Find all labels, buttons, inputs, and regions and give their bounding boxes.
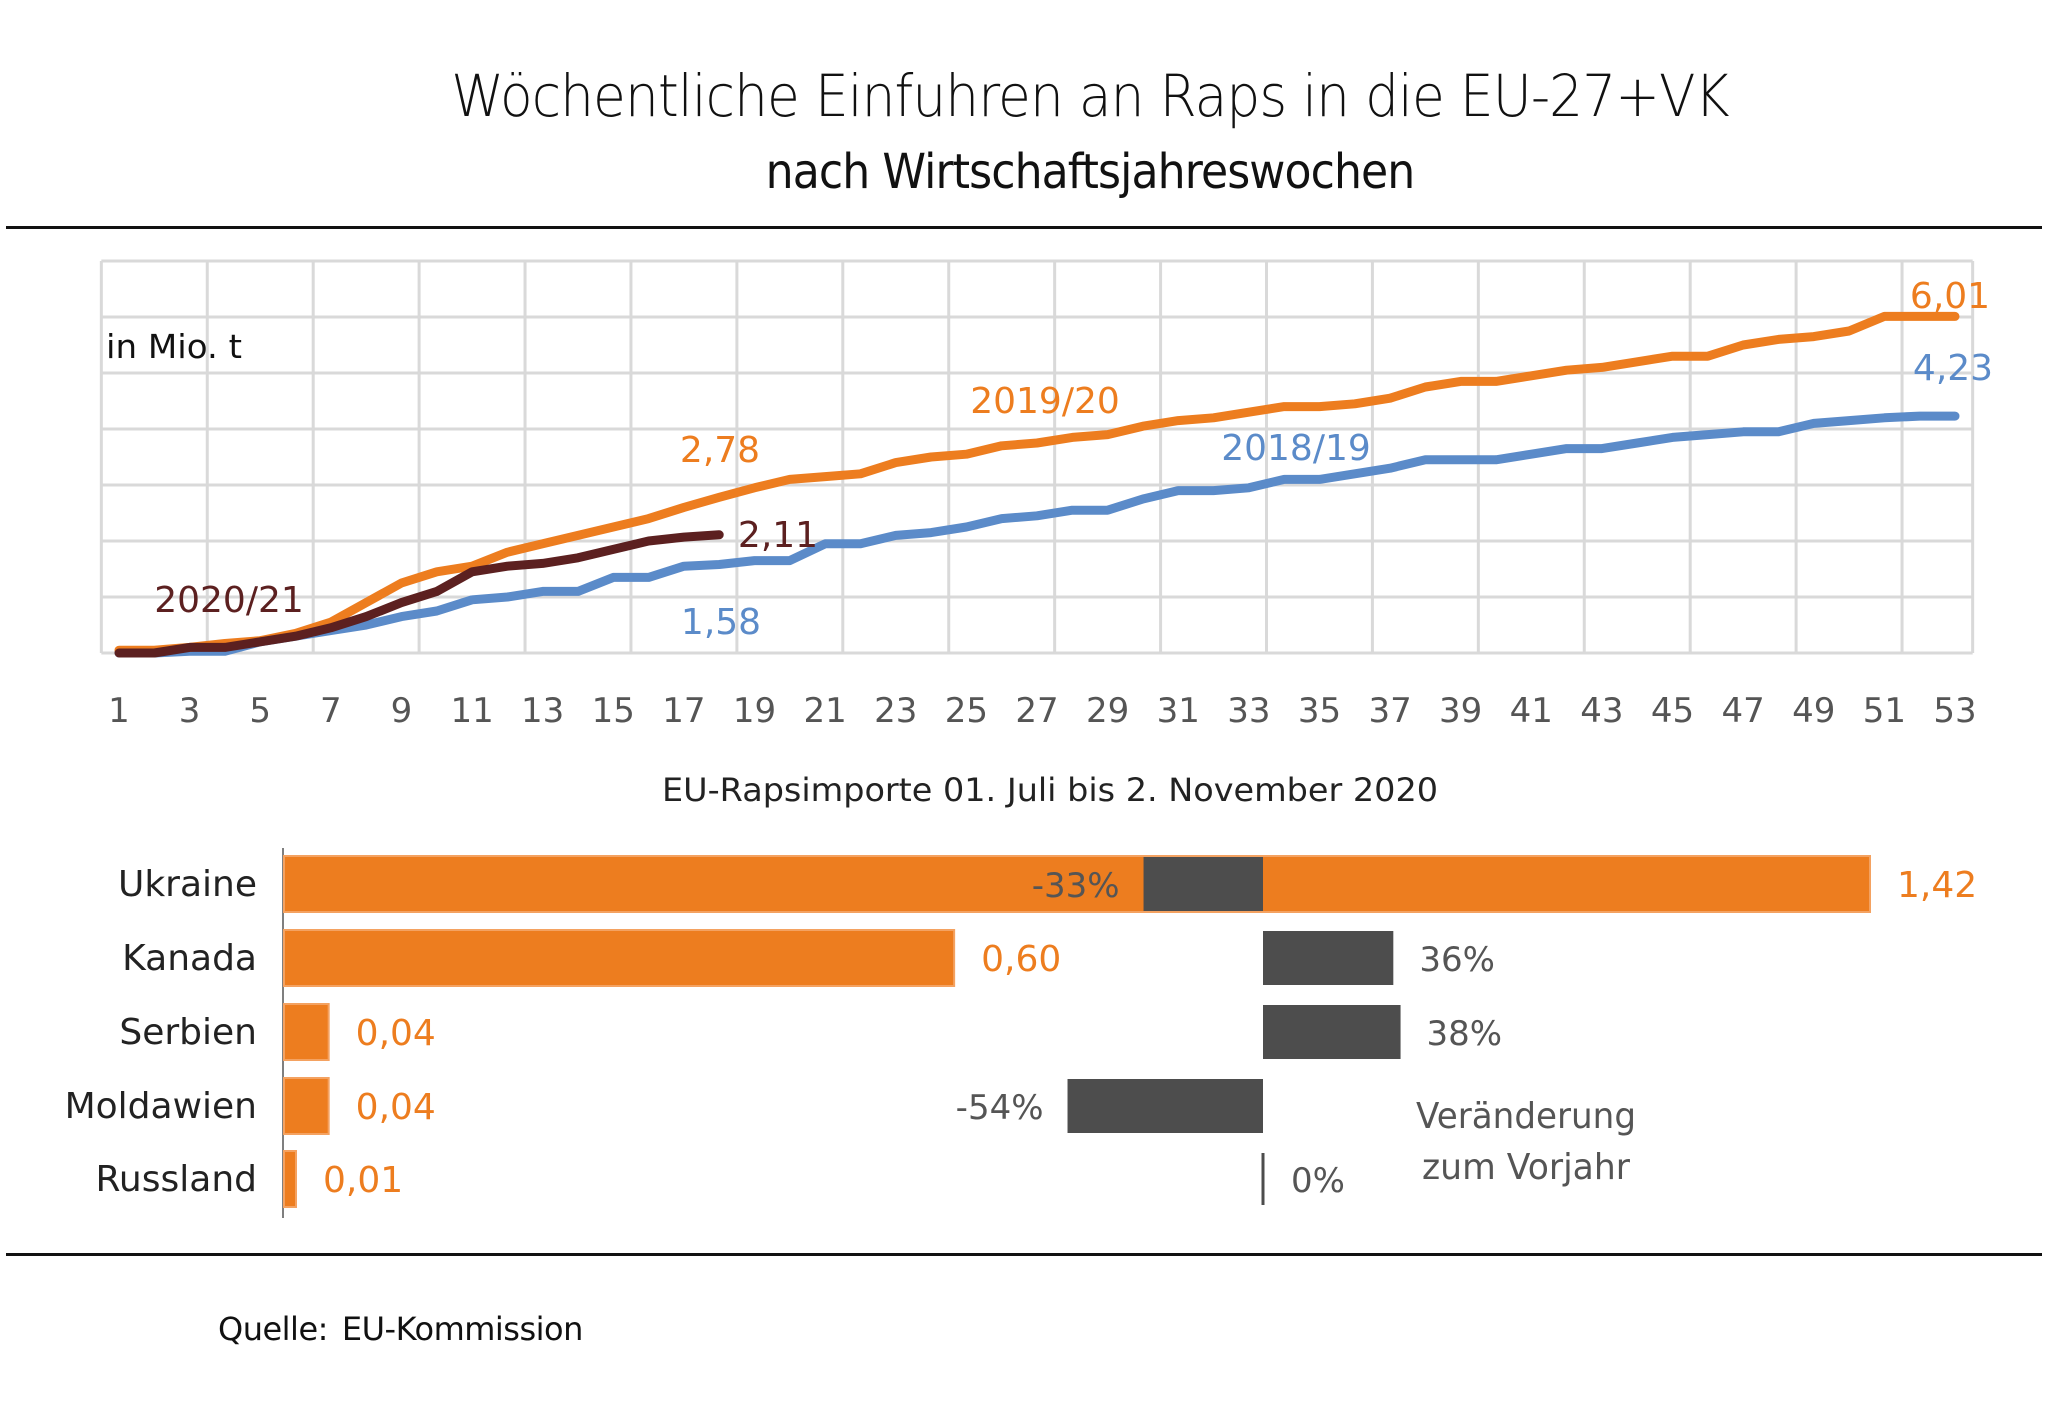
x-tick-label: 23 — [874, 691, 917, 731]
x-tick-label: 51 — [1863, 691, 1906, 731]
data-label: 6,01 — [1910, 276, 1990, 317]
change-legend-line-1: Veränderung — [1416, 1096, 1636, 1137]
x-tick-label: 37 — [1368, 691, 1411, 731]
bar-chart: Ukraine 1,42 Kanada 0,60 Serbien 0,04 Moldawie… — [65, 848, 1977, 1218]
series-line-2019-20 — [114, 311, 1960, 655]
change-value-label: -54% — [956, 1088, 1044, 1128]
import-value-label: 0,60 — [981, 939, 1061, 980]
data-label: 2,78 — [680, 430, 760, 471]
change-bar — [1263, 931, 1394, 985]
x-tick-label: 29 — [1086, 691, 1129, 731]
x-tick-label: 31 — [1157, 691, 1200, 731]
data-label: 2,11 — [738, 515, 818, 556]
x-tick-label: 13 — [521, 691, 564, 731]
import-value-label: 0,04 — [356, 1087, 436, 1128]
import-bar — [283, 855, 1871, 913]
category-label: Ukraine — [118, 864, 257, 905]
series-label: 2019/20 — [970, 381, 1120, 422]
x-tick-label: 1 — [108, 691, 130, 731]
data-label: 1,58 — [681, 602, 761, 643]
x-tick-label: 9 — [391, 691, 413, 731]
x-tick-label: 33 — [1227, 691, 1270, 731]
x-tick-label: 7 — [320, 691, 342, 731]
x-tick-label: 43 — [1580, 691, 1623, 731]
change-value-label: 36% — [1419, 940, 1495, 980]
import-value-label: 0,04 — [356, 1013, 436, 1054]
x-tick-label: 45 — [1651, 691, 1694, 731]
import-value-label: 1,42 — [1897, 865, 1977, 906]
chart-subtitle: nach Wirtschaftsjahreswochen — [765, 144, 1416, 200]
category-label: Serbien — [119, 1012, 257, 1053]
x-tick-label: 19 — [733, 691, 776, 731]
bar-chart-title: EU-Rapsimporte 01. Juli bis 2. November … — [662, 771, 1438, 809]
x-tick-label: 17 — [662, 691, 705, 731]
x-tick-label: 49 — [1792, 691, 1835, 731]
y-unit-label: in Mio. t — [106, 327, 242, 366]
x-tick-label: 11 — [450, 691, 493, 731]
x-tick-label: 25 — [945, 691, 988, 731]
x-tick-label: 5 — [249, 691, 271, 731]
import-value-label: 0,01 — [323, 1160, 403, 1201]
source-value: EU-Kommission — [341, 1310, 583, 1348]
x-tick-label: 35 — [1298, 691, 1341, 731]
import-bar — [283, 929, 956, 987]
x-tick-label: 15 — [592, 691, 635, 731]
import-bar — [283, 1150, 297, 1208]
chart-title: Wöchentliche Einfuhren an Raps in die EU… — [451, 62, 1729, 130]
series-line-2020-21 — [114, 530, 724, 658]
change-value-label: -33% — [1032, 866, 1120, 906]
x-tick-label: 27 — [1015, 691, 1058, 731]
line-chart-labels: 2,78 6,01 2019/20 1,58 4,23 2018/19 2,11 2020/2… — [154, 276, 1993, 643]
import-bar — [283, 1003, 330, 1061]
x-tick-label: 53 — [1933, 691, 1976, 731]
change-legend-line-2: zum Vorjahr — [1422, 1147, 1630, 1188]
import-bar — [283, 1077, 330, 1135]
top-divider — [6, 226, 2042, 229]
category-label: Kanada — [122, 938, 257, 979]
source-label: Quelle: — [218, 1310, 328, 1348]
category-label: Moldawien — [65, 1086, 257, 1127]
category-label: Russland — [96, 1159, 257, 1200]
bottom-divider — [6, 1253, 2042, 1256]
x-axis-tick-labels: 1 3 5 7 9 11 13 15 17 19 21 23 25 27 29 31 33 35 37 39 41 43 4… — [108, 691, 1976, 731]
data-label: 4,23 — [1913, 348, 1993, 389]
x-tick-label: 39 — [1439, 691, 1482, 731]
change-value-label: 0% — [1291, 1161, 1345, 1201]
source-note: Quelle: EU-Kommission — [218, 1310, 583, 1348]
change-value-label: 38% — [1427, 1014, 1503, 1054]
series-label: 2020/21 — [154, 580, 304, 621]
x-tick-label: 3 — [179, 691, 201, 731]
series-line-2018-19 — [114, 411, 1960, 658]
line-chart-series — [114, 311, 1960, 658]
x-tick-label: 47 — [1722, 691, 1765, 731]
x-tick-label: 21 — [804, 691, 847, 731]
x-tick-label: 41 — [1510, 691, 1553, 731]
change-bar — [1263, 1005, 1401, 1059]
change-bar — [1067, 1079, 1263, 1133]
series-label: 2018/19 — [1221, 428, 1371, 469]
change-bar — [1143, 857, 1263, 911]
